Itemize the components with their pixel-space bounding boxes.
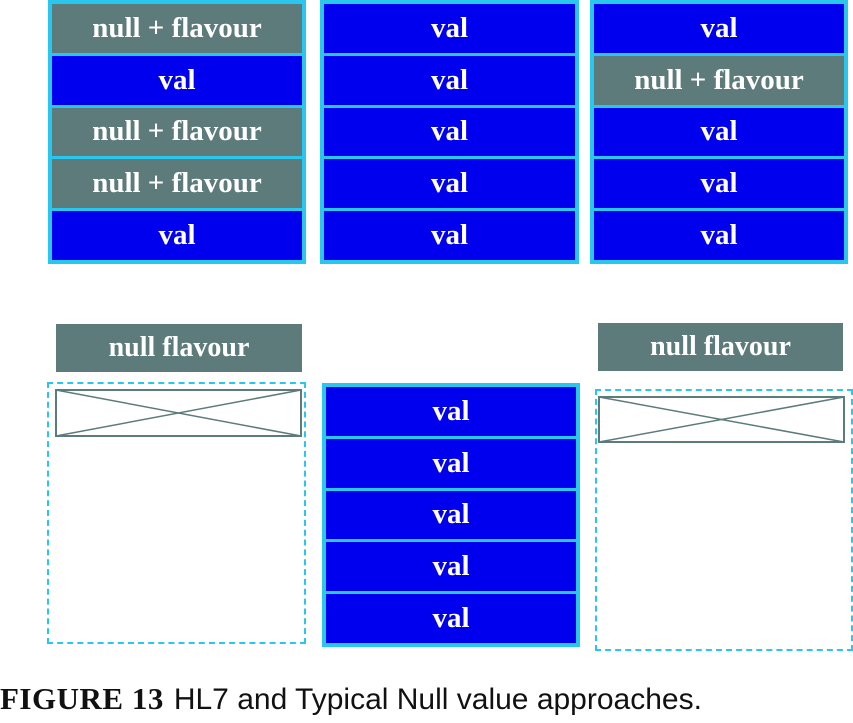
value-cell: val: [324, 4, 575, 53]
bottom-middle-column: val val val val val: [322, 383, 580, 647]
null-flavour-cell: null + flavour: [52, 4, 302, 53]
value-cell: val: [324, 107, 575, 157]
value-cell: val: [326, 594, 576, 643]
value-cell: val: [326, 387, 576, 436]
null-flavour-cell: null + flavour: [52, 159, 302, 209]
empty-column-right: [595, 389, 853, 651]
value-cell: val: [594, 159, 844, 209]
crossed-out-cell-icon: [55, 389, 302, 437]
value-cell: val: [326, 542, 576, 592]
empty-column-left: [47, 382, 306, 644]
null-flavour-label-left: null flavour: [56, 324, 302, 372]
value-cell: val: [52, 211, 302, 260]
top-left-column: null + flavour val null + flavour null +…: [48, 0, 306, 264]
value-cell: val: [594, 107, 844, 157]
null-flavour-label-right: null flavour: [598, 323, 843, 371]
value-cell: val: [594, 4, 844, 53]
value-cell: val: [324, 55, 575, 105]
crossed-out-cell-icon: [598, 396, 845, 443]
figure-caption: FIGURE 13 HL7 and Typical Null value appr…: [0, 681, 702, 717]
value-cell: val: [326, 490, 576, 540]
null-flavour-cell: null + flavour: [594, 55, 844, 105]
top-middle-column: val val val val val: [320, 0, 579, 264]
top-right-column: val null + flavour val val val: [590, 0, 848, 264]
value-cell: val: [324, 211, 575, 260]
value-cell: val: [324, 159, 575, 209]
null-flavour-cell: null + flavour: [52, 107, 302, 157]
value-cell: val: [52, 55, 302, 105]
value-cell: val: [594, 211, 844, 260]
value-cell: val: [326, 438, 576, 488]
caption-text: HL7 and Typical Null value approaches.: [173, 683, 702, 716]
figure-number: FIGURE 13: [0, 681, 164, 716]
